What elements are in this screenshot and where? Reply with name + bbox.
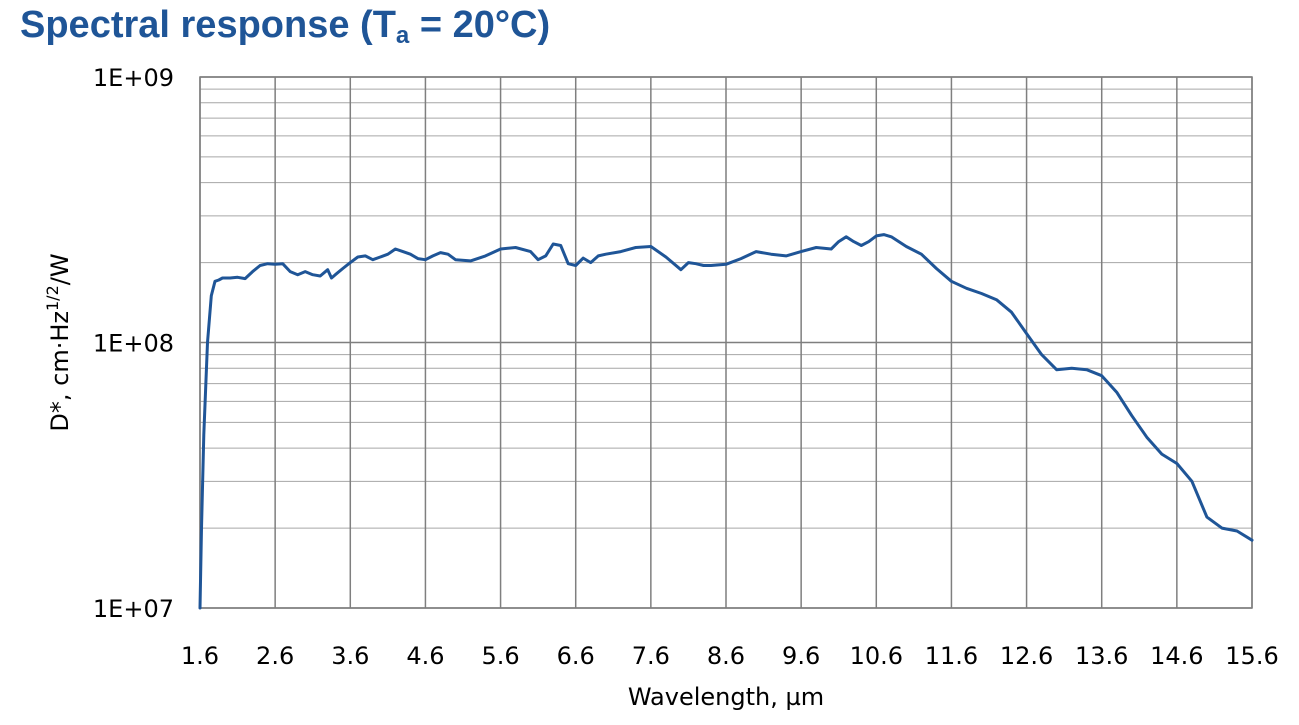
- y-axis-title: D*, cm·Hz1/2/W: [43, 253, 74, 431]
- plot-frame: [199, 76, 1253, 609]
- y-tick-label: 1E+09: [93, 64, 174, 92]
- x-tick-label: 5.6: [481, 642, 519, 670]
- series-line-dstar: [198, 233, 1254, 610]
- x-tick-label: 10.6: [850, 642, 903, 670]
- x-tick-label: 9.6: [782, 642, 820, 670]
- y-tick-label: 1E+07: [93, 595, 174, 623]
- x-axis-title: Wavelength, µm: [628, 683, 824, 711]
- x-tick-label: 12.6: [1000, 642, 1053, 670]
- chart-title-main: Spectral response (T: [20, 4, 396, 46]
- x-tick-label: 6.6: [557, 642, 595, 670]
- x-tick-label: 2.6: [256, 642, 294, 670]
- x-tick-label: 4.6: [406, 642, 444, 670]
- y-axis-title-base: D*, cm·Hz: [46, 311, 74, 432]
- x-tick-label: 7.6: [632, 642, 670, 670]
- y-tick-label: 1E+08: [93, 330, 174, 358]
- x-tick-labels: 1.6 2.6 3.6 4.6 5.6 6.6 7.6 8.6 9.6 10.6 11.6 12.6 1…: [181, 642, 1279, 670]
- x-tick-label: 13.6: [1075, 642, 1128, 670]
- x-tick-label: 15.6: [1225, 642, 1278, 670]
- x-tick-label: 1.6: [181, 642, 219, 670]
- x-tick-label: 11.6: [925, 642, 978, 670]
- x-tick-label: 3.6: [331, 642, 369, 670]
- chart-title-subscript: a: [395, 22, 410, 49]
- y-axis-title-tail: /W: [46, 253, 74, 285]
- y-axis-title-sup: 1/2: [43, 285, 62, 311]
- x-tick-label: 14.6: [1150, 642, 1203, 670]
- chart-title-tail: = 20°C): [409, 4, 551, 46]
- chart-title: Spectral response (Ta = 20°C): [20, 4, 550, 50]
- y-tick-labels: 1E+07 1E+08 1E+09: [93, 64, 174, 623]
- x-tick-label: 8.6: [707, 642, 745, 670]
